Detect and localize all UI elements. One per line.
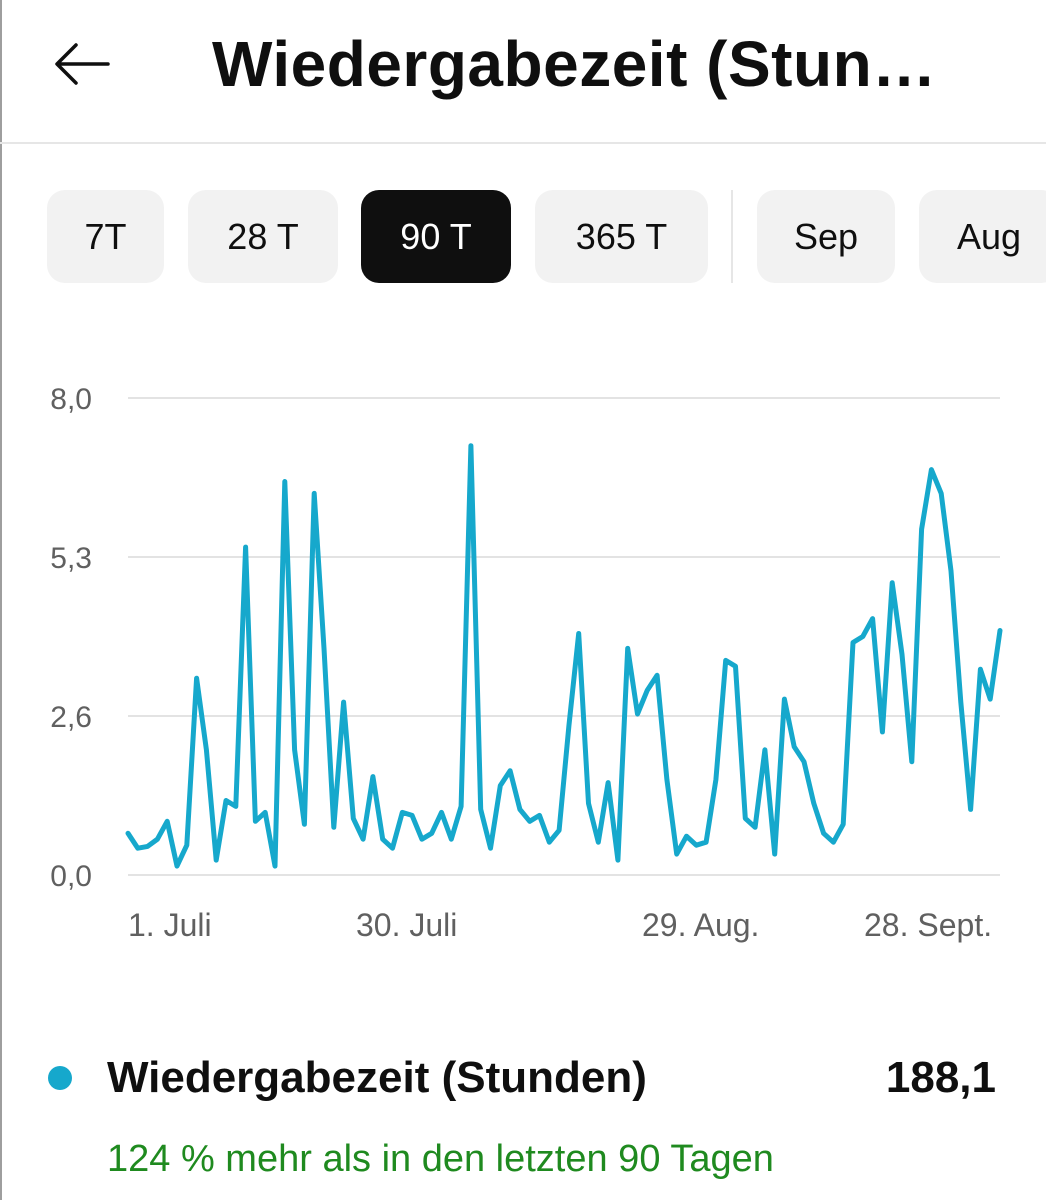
- x-tick-label: 1. Juli: [128, 907, 212, 943]
- comparison-text: 124 % mehr als in den letzten 90 Tagen: [107, 1138, 774, 1180]
- chip-365-days[interactable]: 365 T: [535, 190, 708, 283]
- y-tick-label: 5,3: [50, 542, 92, 575]
- y-tick-label: 2,6: [50, 701, 92, 734]
- watch-time-chart: 8,0 5,3 2,6 0,0 1. Juli 30. Juli 29. Aug. 28. …: [0, 370, 1046, 970]
- date-range-filter: 7T 28 T 90 T 365 T Sep Aug: [0, 190, 1046, 286]
- chip-august[interactable]: Aug: [919, 190, 1046, 283]
- x-tick-label: 29. Aug.: [642, 907, 759, 943]
- legend-metric-total: 188,1: [885, 1053, 996, 1102]
- chip-90-days[interactable]: 90 T: [361, 190, 511, 283]
- x-tick-label: 28. Sept.: [864, 907, 992, 943]
- chip-separator: [731, 190, 733, 283]
- app-bar: Wiedergabezeit (Stun…: [0, 0, 1046, 142]
- line-chart-svg: 8,0 5,3 2,6 0,0 1. Juli 30. Juli 29. Aug. 28. …: [50, 383, 1003, 943]
- legend-dot: [48, 1066, 72, 1090]
- chip-7-days[interactable]: 7T: [47, 190, 164, 283]
- back-button[interactable]: [40, 22, 124, 106]
- x-tick-label: 30. Juli: [356, 907, 457, 943]
- series-line-watch-time: [125, 443, 1003, 869]
- legend-metric-name: Wiedergabezeit (Stunden): [107, 1053, 647, 1102]
- screen-edge: [0, 0, 2, 1200]
- page-title: Wiedergabezeit (Stun…: [212, 28, 937, 100]
- chip-september[interactable]: Sep: [757, 190, 895, 283]
- y-tick-label: 0,0: [50, 860, 92, 893]
- header-divider: [0, 142, 1046, 144]
- legend-row: Wiedergabezeit (Stunden) 188,1: [0, 1040, 1046, 1116]
- chip-28-days[interactable]: 28 T: [188, 190, 338, 283]
- arrow-left-icon: [55, 43, 110, 85]
- y-tick-label: 8,0: [50, 383, 92, 416]
